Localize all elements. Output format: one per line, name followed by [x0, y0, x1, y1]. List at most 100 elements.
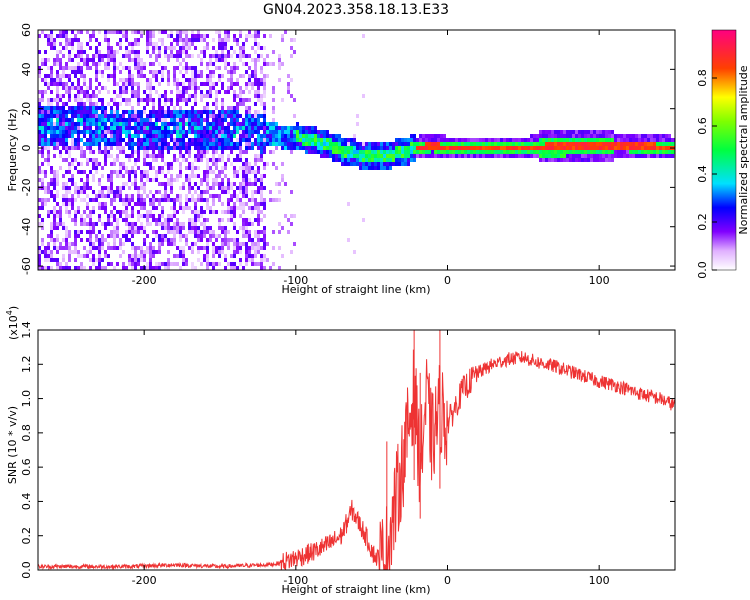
spectrogram-cell: [257, 222, 260, 226]
spectrogram-cell: [149, 258, 152, 262]
spectrogram-cell: [53, 194, 56, 198]
spectrogram-cell: [47, 66, 50, 70]
spectrogram-cell: [68, 230, 71, 234]
spectrogram-cell: [218, 130, 221, 134]
spectrogram-cell: [101, 234, 104, 238]
spectrogram-cell: [86, 174, 89, 178]
spectrogram-cell: [83, 90, 86, 94]
spectrogram-cell: [488, 154, 491, 158]
spectrogram-cell: [650, 138, 653, 142]
spectrogram-cell: [305, 130, 308, 134]
spectrogram-cell: [647, 146, 650, 150]
spectrogram-cell: [545, 158, 548, 162]
spectrogram-cell: [236, 54, 239, 58]
spectrogram-cell: [206, 134, 209, 138]
spectrogram-cell: [245, 262, 248, 266]
spectrogram-cell: [179, 222, 182, 226]
spectrogram-cell: [413, 138, 416, 142]
spectrogram-cell: [221, 158, 224, 162]
spectrogram-cell: [164, 142, 167, 146]
spectrogram-cell: [68, 266, 71, 270]
spectrogram-cell: [125, 78, 128, 82]
spectrogram-cell: [68, 198, 71, 202]
spectrogram-cell: [173, 54, 176, 58]
spectrogram-cell: [158, 218, 161, 222]
spectrogram-cell: [158, 70, 161, 74]
spectrogram-cell: [308, 142, 311, 146]
spectrogram-cell: [98, 254, 101, 258]
spectrogram-cell: [476, 154, 479, 158]
spectrogram-cell: [368, 158, 371, 162]
spectrogram-cell: [50, 266, 53, 270]
spectrogram-cell: [236, 158, 239, 162]
spectrogram-cell: [266, 162, 269, 166]
spectrogram-cell: [596, 146, 599, 150]
spectrogram-cell: [203, 234, 206, 238]
spectrogram-cell: [377, 146, 380, 150]
snr-x-ticks: -200 -100 0 100: [132, 330, 610, 587]
spectrogram-cell: [104, 146, 107, 150]
spectrogram-cell: [146, 94, 149, 98]
spectrogram-cell: [44, 118, 47, 122]
spectrogram-cell: [227, 62, 230, 66]
spectrogram-cell: [74, 114, 77, 118]
spectrogram-cell: [95, 102, 98, 106]
spectrogram-cell: [71, 182, 74, 186]
spectrogram-cell: [596, 134, 599, 138]
spectrogram-cell: [80, 54, 83, 58]
spectrogram-cell: [452, 142, 455, 146]
spectrogram-cell: [620, 138, 623, 142]
spectrogram-cell: [59, 126, 62, 130]
spectrogram-cell: [380, 154, 383, 158]
spectrogram-cell: [194, 118, 197, 122]
spectrogram-cell: [416, 150, 419, 154]
spectrogram-cell: [185, 114, 188, 118]
spectrogram-cell: [374, 154, 377, 158]
spectrogram-cell: [254, 254, 257, 258]
spectrogram-cell: [167, 166, 170, 170]
spectrogram-cell: [119, 186, 122, 190]
spectrogram-cell: [53, 46, 56, 50]
spectrogram-cell: [146, 246, 149, 250]
spectrogram-cell: [248, 78, 251, 82]
spectrogram-cell: [461, 146, 464, 150]
spectrogram-cell: [164, 194, 167, 198]
spectrogram-cell: [101, 266, 104, 270]
spectrogram-cell: [170, 146, 173, 150]
spectrogram-cell: [134, 262, 137, 266]
spectrogram-cell: [161, 154, 164, 158]
spectrogram-cell: [116, 218, 119, 222]
spectrogram-cell: [398, 146, 401, 150]
spectrogram-cell: [200, 142, 203, 146]
spectrogram-cell: [86, 118, 89, 122]
spectrogram-cell: [62, 74, 65, 78]
spectrogram-cell: [53, 98, 56, 102]
spectrogram-cell: [137, 42, 140, 46]
spectrogram-cell: [209, 262, 212, 266]
spectrogram-cell: [59, 134, 62, 138]
spectrogram-cell: [248, 170, 251, 174]
spectrogram-cell: [155, 122, 158, 126]
spectrogram-cell: [122, 198, 125, 202]
spectrogram-cell: [239, 154, 242, 158]
spectrogram-cell: [167, 46, 170, 50]
spectrogram-cell: [260, 158, 263, 162]
spectrogram-cell: [515, 138, 518, 142]
spectrogram-cell: [89, 150, 92, 154]
spectrogram-cell: [200, 126, 203, 130]
spectrogram-cell: [233, 214, 236, 218]
spectrogram-cell: [62, 30, 65, 34]
spectrogram-cell: [245, 70, 248, 74]
spectrogram-cell: [71, 198, 74, 202]
spectrogram-cell: [272, 130, 275, 134]
spectrogram-cell: [473, 138, 476, 142]
spectrogram-cell: [326, 130, 329, 134]
spectrogram-cell: [368, 150, 371, 154]
spectrogram-cell: [104, 30, 107, 34]
spectrogram-cell: [377, 154, 380, 158]
spectrogram-cell: [542, 142, 545, 146]
spectrogram-cell: [350, 162, 353, 166]
spectrogram-cell: [152, 138, 155, 142]
spectrogram-cell: [113, 62, 116, 66]
spectrogram-cell: [146, 150, 149, 154]
